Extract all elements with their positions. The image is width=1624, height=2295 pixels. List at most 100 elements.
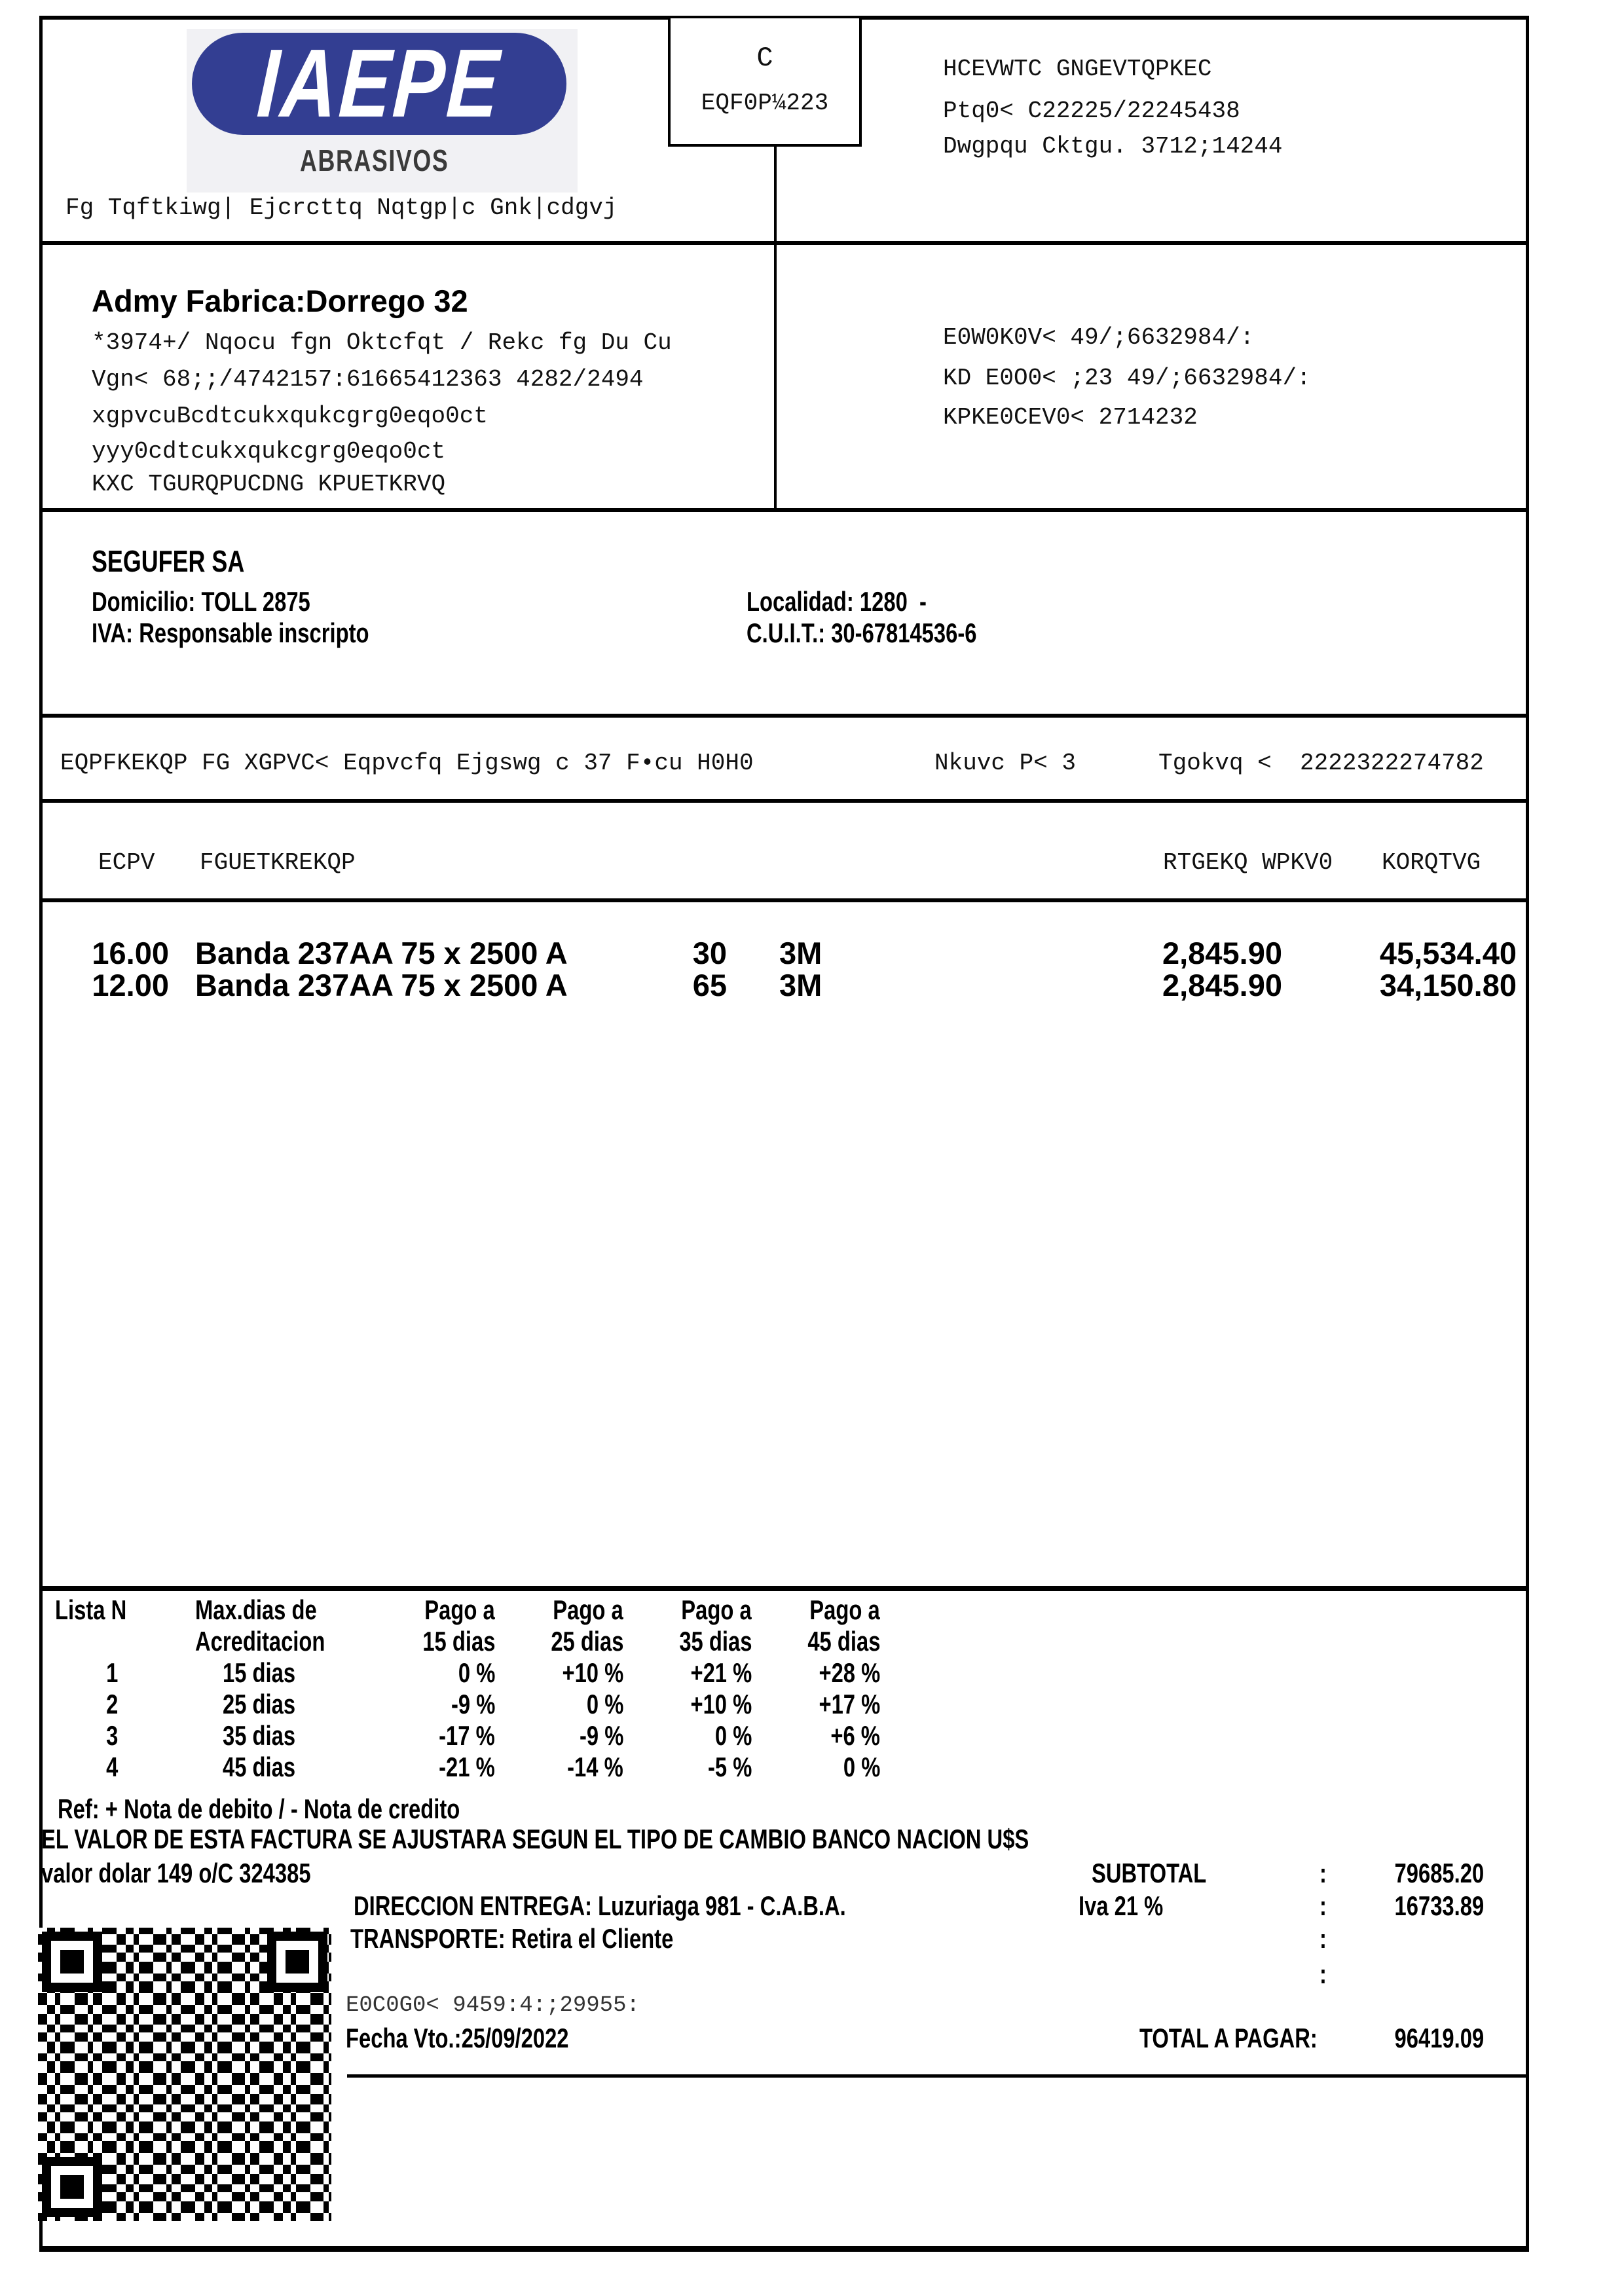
qr-finder-icon [42,1932,102,1992]
payment-value: -5 % [707,1752,752,1782]
separator-2 [39,508,1529,512]
payment-value: 0 % [714,1720,752,1751]
total-value: 96419.09 [1394,2023,1484,2053]
document-code: EQF0P¼223 [701,90,829,117]
border-bottom [39,2246,1529,2252]
item-qty: 12.00 [92,968,169,1002]
payments-col-days-1: 15 dias [422,1626,495,1657]
due-date: Fecha Vto.:25/09/2022 [346,2023,569,2053]
logo-text: IAEPE [254,29,504,138]
item-brand: 3M [779,968,822,1002]
payment-value: 0 % [458,1657,495,1688]
header-divider [774,144,777,508]
separator-6 [39,1586,1529,1591]
customer-iva: IVA: Responsable inscripto [92,617,369,648]
company-ib-line: KD E0O0< ;23 49/;6632984/: [943,365,1311,392]
exchange-adjustment-note: EL VALOR DE ESTA FACTURA SE AJUSTARA SEG… [41,1824,1029,1854]
qr-code [38,1928,331,2221]
doc-info-line-3: Dwgpqu Cktgu. 3712;14244 [943,133,1283,160]
customer-domicilio: Domicilio: TOLL 2875 [92,586,310,617]
item-qty: 16.00 [92,936,169,970]
company-inicio-line: KPKE0CEV0< 2714232 [943,404,1198,431]
company-address-line-2: Vgn< 68;;/4742157:61665412363 4282/2494 [92,366,644,393]
payment-value: -9 % [579,1720,623,1751]
payment-value: 0 % [586,1689,623,1719]
payments-col-max-1: Max.dias de [195,1594,317,1625]
delivery-address: DIRECCION ENTREGA: Luzuriaga 981 - C.A.B… [354,1890,846,1921]
item-description: Banda 237AA 75 x 2500 A [195,936,568,970]
item-grit: 30 [692,936,727,970]
doc-info-line-1: HCEVWTC GNGEVTQPKEC [943,56,1212,83]
logo-pill: IAEPE [192,29,566,138]
item-brand: 3M [779,936,822,970]
company-address-line-3: xgpvcuBcdtcukxqukcgrg0eqo0ct [92,403,488,430]
document-letter: C [756,43,773,74]
border-left [39,16,43,2251]
company-logo: IAEPE ABRASIVOS [187,29,578,193]
payments-col-days-3: 35 dias [678,1626,752,1657]
payment-value: +28 % [819,1657,880,1688]
iva-value: 16733.89 [1394,1890,1484,1921]
payment-value: 0 % [843,1752,880,1782]
payment-value: -14 % [567,1752,623,1782]
company-tagline: Fg Tqftkiwg| Ejcrcttq Nqtgp|c Gnk|cdgvj [65,194,618,221]
payment-row-number: 4 [105,1752,118,1782]
payment-value: +10 % [690,1689,752,1719]
separator-1 [39,241,1529,245]
payment-value: -9 % [451,1689,495,1719]
customer-name: SEGUFER SA [92,544,245,578]
payments-col-max-2: Acreditacion [195,1626,325,1657]
item-amount: 34,150.80 [1379,968,1517,1002]
qr-finder-icon [267,1932,327,1992]
payment-row-max: 15 dias [223,1657,296,1688]
separator-7 [347,2074,1529,2078]
total-label: TOTAL A PAGAR: [1139,2023,1318,2053]
subtotal-value: 79685.20 [1394,1858,1484,1888]
condition-remito: Tgokvq < 2222322274782 [1158,750,1484,777]
company-cuit-line: E0W0K0V< 49/;6632984/: [943,324,1255,351]
item-grit: 65 [692,968,727,1002]
payment-row-max: 35 dias [223,1720,296,1751]
payments-col-days-4: 45 dias [807,1626,880,1657]
column-importe: KORQTVG [1382,849,1481,876]
dollar-value-note: valor dolar 149 o/C 324385 [41,1858,311,1888]
column-precio-unit: RTGEKQ WPKV0 [1163,849,1333,876]
item-unit-price: 2,845.90 [1162,968,1282,1002]
company-address-line-1: *3974+/ Nqocu fgn Oktcfqt / Rekc fg Du C… [92,329,672,356]
separator-4 [39,799,1529,803]
customer-cuit: C.U.I.T.: 30-67814536-6 [747,617,977,648]
ref-note: Ref: + Nota de debito / - Nota de credit… [58,1793,460,1824]
payments-col-pago-3: Pago a [681,1594,752,1625]
item-unit-price: 2,845.90 [1162,936,1282,970]
qr-finder-icon [42,2157,102,2217]
payment-value: +10 % [562,1657,623,1688]
subtotal-colon: : [1320,1858,1327,1888]
payment-row-max: 25 dias [223,1689,296,1719]
payment-row-number: 2 [105,1689,118,1719]
doc-info-line-2: Ptq0< C22225/22245438 [943,98,1240,124]
payment-row-number: 1 [105,1657,118,1688]
payments-col-pago-1: Pago a [424,1594,495,1625]
border-right [1526,16,1529,2251]
payments-col-days-2: 25 dias [550,1626,623,1657]
subtotal-label: SUBTOTAL [1092,1858,1207,1888]
company-address-line-4: yyy0cdtcukxqukcgrg0eqo0ct [92,438,446,465]
payments-col-pago-4: Pago a [809,1594,880,1625]
customer-localidad: Localidad: 1280 - [747,586,927,617]
iva-label: Iva 21 % [1079,1890,1164,1921]
logo-subtitle: ABRASIVOS [300,143,449,177]
column-cant: ECPV [98,849,155,876]
transport-note: TRANSPORTE: Retira el Cliente [350,1923,674,1954]
company-address-line-5: KXC TGURQPUCDNG KPUETKRVQ [92,471,446,498]
payment-value: +6 % [830,1720,880,1751]
payment-value: -17 % [439,1720,495,1751]
payment-value: +21 % [690,1657,752,1688]
payment-row-number: 3 [105,1720,118,1751]
item-amount: 45,534.40 [1379,936,1517,970]
empty-row-colon: : [1320,1923,1327,1954]
payment-value: -21 % [439,1752,495,1782]
payments-col-pago-2: Pago a [553,1594,623,1625]
empty-row-colon: : [1320,1958,1327,1989]
cae-line: E0C0G0< 9459:4:;29955: [346,1993,640,2018]
